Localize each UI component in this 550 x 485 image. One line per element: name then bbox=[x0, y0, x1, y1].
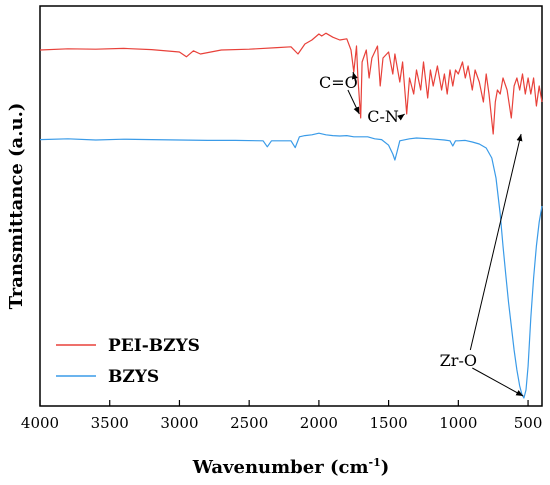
annotation-arrow bbox=[469, 133, 523, 351]
series-line-bzys bbox=[39, 132, 543, 399]
x-tick-label: 4000 bbox=[21, 414, 59, 432]
series-lines bbox=[39, 32, 543, 399]
x-tick-label: 1500 bbox=[370, 414, 408, 432]
annotation-label: Zr-O bbox=[440, 351, 477, 370]
x-axis-ticks: 4000 3500 3000 2500 2000 1500 1000 500 bbox=[21, 400, 542, 432]
y-axis-title: Transmittance (a.u.) bbox=[6, 103, 27, 310]
x-tick-label: 2000 bbox=[300, 414, 338, 432]
annotation-label: C-N bbox=[367, 107, 399, 126]
x-tick-label: 2500 bbox=[230, 414, 268, 432]
legend-label-bzys: BZYS bbox=[108, 367, 159, 387]
annotations: C=O C-N Zr-O bbox=[319, 71, 524, 397]
x-tick-label: 3000 bbox=[160, 414, 198, 432]
x-tick-label: 1000 bbox=[439, 414, 477, 432]
annotation-arrow bbox=[347, 89, 360, 115]
annotation-arrow bbox=[397, 113, 405, 121]
x-tick-label: 500 bbox=[514, 414, 543, 432]
annotation-arrow bbox=[351, 71, 358, 84]
series-line-pei-bzys bbox=[39, 32, 543, 135]
legend: PEI-BZYS BZYS bbox=[56, 336, 200, 387]
x-axis-title: Wavenumber (cm-1) bbox=[192, 456, 390, 478]
annotation-arrow bbox=[472, 367, 524, 397]
legend-label-pei-bzys: PEI-BZYS bbox=[108, 336, 200, 356]
annotation-label: C=O bbox=[319, 73, 358, 92]
x-tick-label: 3500 bbox=[91, 414, 129, 432]
